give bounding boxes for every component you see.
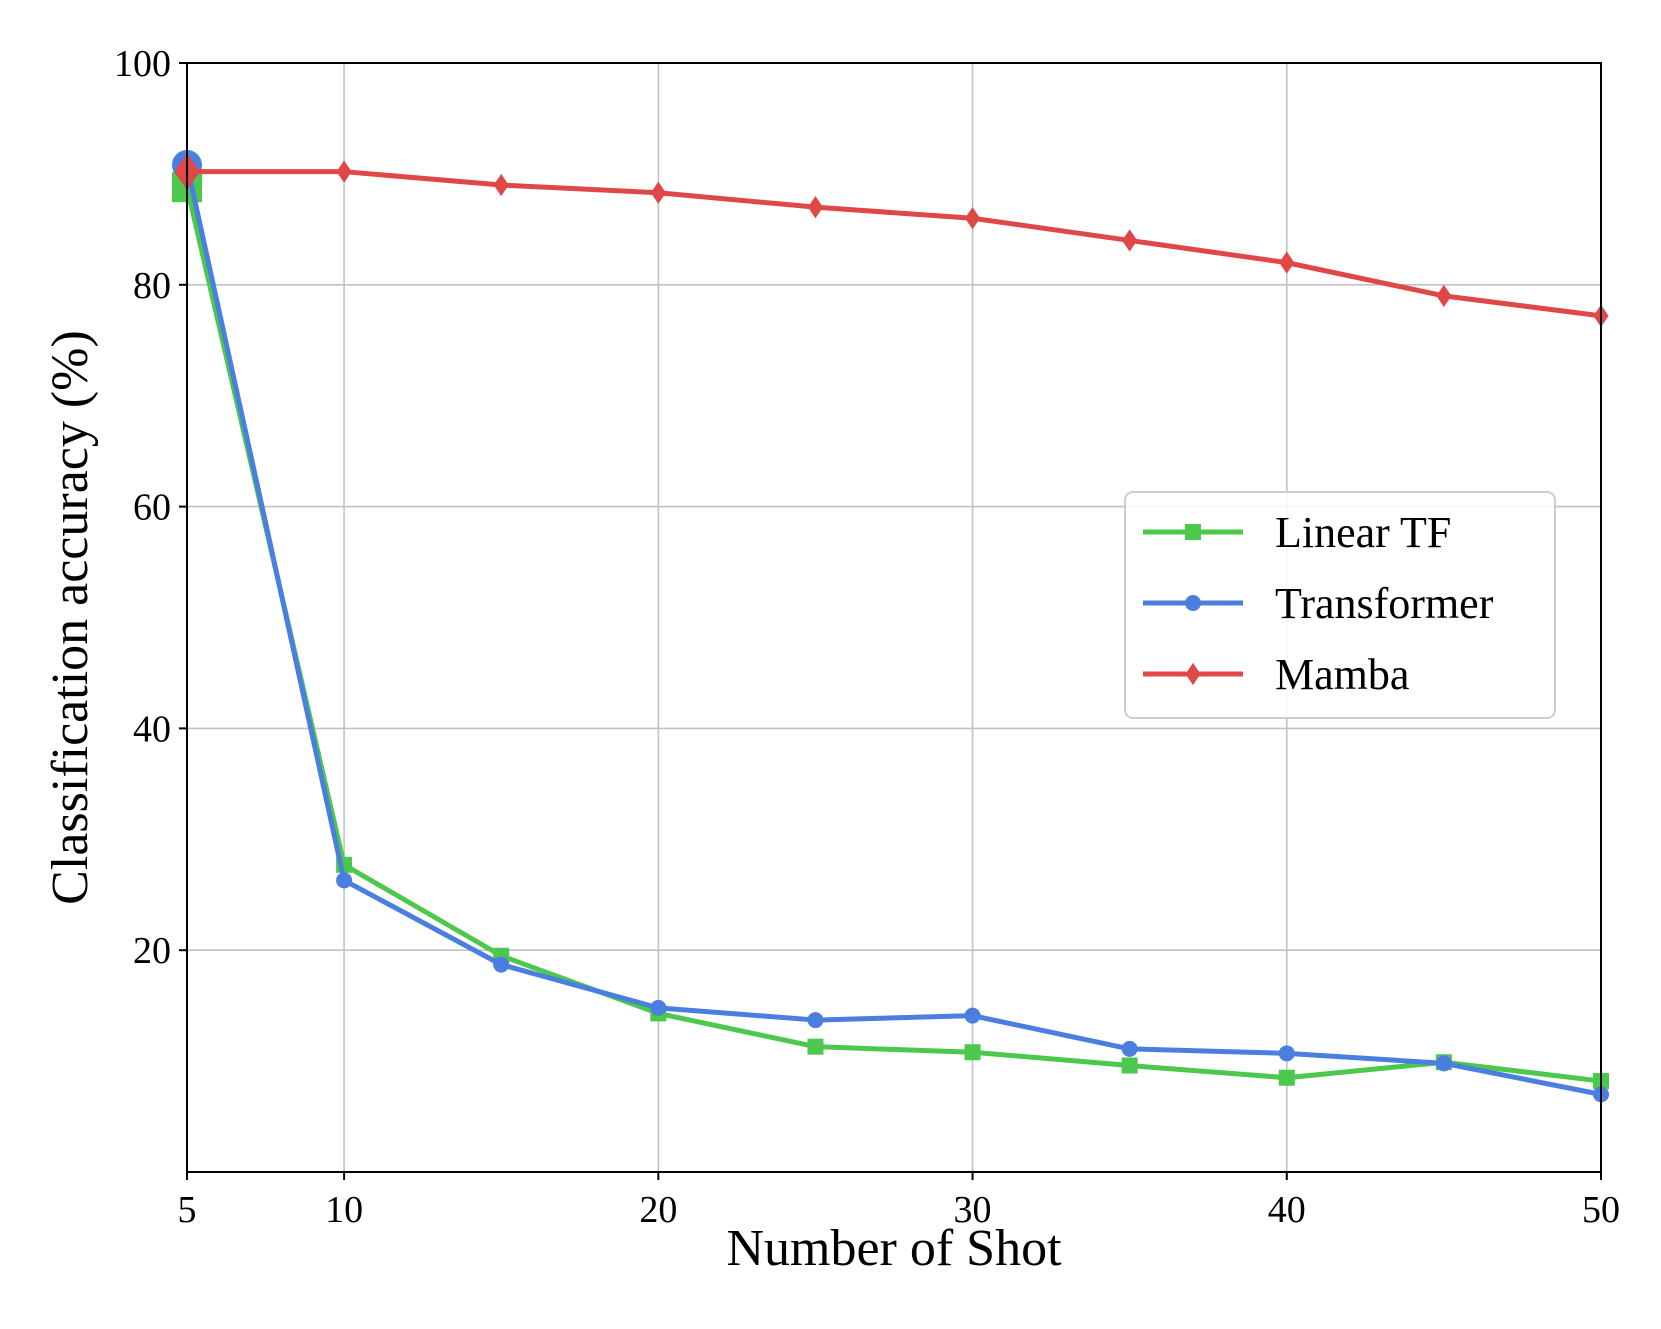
legend-marker-linear-tf (1185, 524, 1201, 540)
data-point-mamba-20 (650, 181, 666, 204)
x-tick-label-5: 5 (178, 1189, 197, 1231)
x-axis-label: Number of Shot (726, 1220, 1062, 1277)
data-point-transformer-20 (650, 999, 667, 1016)
legend-marker-transformer (1185, 595, 1201, 611)
data-point-transformer-25 (807, 1012, 824, 1029)
data-point-mamba-40 (1279, 251, 1295, 274)
data-point-linear-tf-40 (1278, 1069, 1295, 1086)
data-point-transformer-40 (1278, 1045, 1295, 1062)
data-point-transformer-15 (493, 956, 510, 973)
data-point-transformer-30 (964, 1007, 981, 1024)
legend-label-transformer: Transformer (1275, 579, 1494, 628)
data-point-mamba-30 (964, 207, 981, 230)
data-point-mamba-25 (807, 196, 824, 219)
axis-ticks: 5 10 20 30 40 50 20 40 60 80 100 (114, 43, 1620, 1231)
data-point-mamba-15 (493, 173, 509, 197)
legend: Linear TF Transformer Mamba (1124, 491, 1556, 719)
legend-box (1124, 491, 1556, 719)
legend-label-mamba: Mamba (1275, 650, 1409, 699)
legend-item-linear-tf: Linear TF (1143, 508, 1451, 557)
data-point-linear-tf-25 (807, 1038, 824, 1055)
data-point-transformer-35 (1121, 1040, 1138, 1057)
y-tick-label-60: 60 (133, 487, 171, 529)
legend-label-linear-tf: Linear TF (1275, 508, 1451, 557)
series-layer (172, 150, 1609, 1103)
data-point-mamba-45 (1436, 284, 1452, 308)
data-point-mamba-10 (336, 160, 352, 183)
series-line-transformer (184, 162, 1604, 1097)
y-tick-label-80: 80 (133, 265, 171, 307)
data-point-mamba-35 (1122, 229, 1138, 252)
data-point-linear-tf-35 (1121, 1057, 1138, 1074)
y-axis-label: Classification accuracy (%) (42, 330, 99, 905)
data-point-transformer-45 (1435, 1055, 1452, 1072)
data-point-linear-tf-30 (964, 1044, 981, 1061)
grid (187, 63, 1601, 1172)
data-point-transformer-10 (336, 872, 353, 889)
x-tick-label-50: 50 (1582, 1189, 1620, 1231)
legend-item-mamba: Mamba (1143, 650, 1409, 699)
x-tick-label-30: 30 (954, 1189, 992, 1231)
legend-marker-mamba (1185, 662, 1201, 686)
x-tick-label-20: 20 (639, 1189, 677, 1231)
y-tick-label-20: 20 (133, 930, 171, 972)
x-tick-label-40: 40 (1268, 1189, 1306, 1231)
series-line-linear-tf (184, 184, 1604, 1084)
y-tick-label-100: 100 (114, 43, 171, 85)
x-tick-label-10: 10 (325, 1189, 363, 1231)
series-mamba (174, 153, 1609, 328)
y-tick-label-40: 40 (133, 708, 171, 750)
series-line-mamba (184, 169, 1604, 319)
plot-frame (186, 62, 1602, 1173)
legend-item-transformer: Transformer (1143, 579, 1494, 628)
